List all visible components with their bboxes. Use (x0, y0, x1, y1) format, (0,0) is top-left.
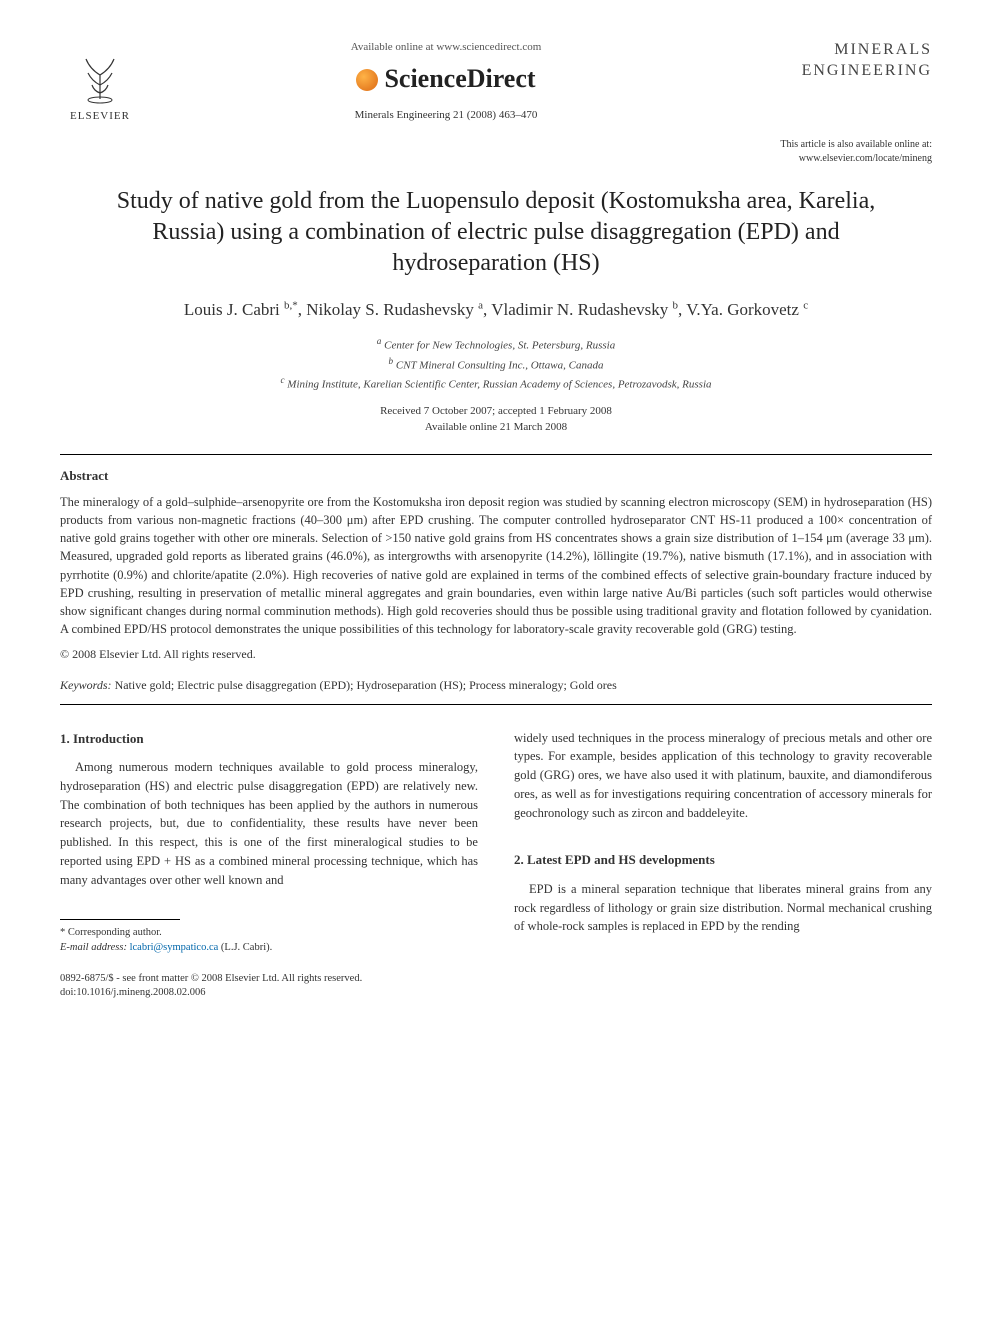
affiliations: a Center for New Technologies, St. Peter… (60, 335, 932, 392)
section-2-heading: 2. Latest EPD and HS developments (514, 850, 932, 870)
header-row: ELSEVIER Available online at www.science… (60, 40, 932, 130)
citation-line: Minerals Engineering 21 (2008) 463–470 (160, 108, 732, 123)
sd-orb-icon (356, 69, 378, 91)
sciencedirect-logo: ScienceDirect (160, 61, 732, 97)
affiliation-c: Mining Institute, Karelian Scientific Ce… (287, 378, 711, 390)
abstract-heading: Abstract (60, 467, 932, 485)
column-right: widely used techniques in the process mi… (514, 729, 932, 1002)
available-online-text: Available online at www.sciencedirect.co… (160, 40, 732, 55)
email-row: E-mail address: lcabri@sympatico.ca (L.J… (60, 941, 478, 956)
keywords-row: Keywords: Native gold; Electric pulse di… (60, 677, 932, 694)
affiliation-b: CNT Mineral Consulting Inc., Ottawa, Can… (396, 359, 604, 371)
corresponding-author: * Corresponding author. (60, 926, 478, 941)
page-footer: 0892-6875/$ - see front matter © 2008 El… (60, 972, 478, 1001)
email-label: E-mail address: (60, 942, 127, 953)
journal-title-line1: MINERALS (834, 41, 932, 58)
keywords-label: Keywords: (60, 678, 112, 692)
also-online-line1: This article is also available online at… (780, 139, 932, 150)
column-left: 1. Introduction Among numerous modern te… (60, 729, 478, 1002)
affiliation-a: Center for New Technologies, St. Petersb… (384, 340, 615, 352)
article-dates: Received 7 October 2007; accepted 1 Febr… (60, 403, 932, 436)
email-link[interactable]: lcabri@sympatico.ca (130, 942, 219, 953)
body-columns: 1. Introduction Among numerous modern te… (60, 729, 932, 1002)
journal-box: MINERALS ENGINEERING (752, 40, 932, 102)
also-online-line2: www.elsevier.com/locate/mineng (799, 153, 932, 164)
center-header: Available online at www.sciencedirect.co… (140, 40, 752, 123)
journal-title: MINERALS ENGINEERING (752, 40, 932, 82)
sd-brand-text: ScienceDirect (384, 61, 535, 97)
rule-top (60, 454, 932, 455)
article-title: Study of native gold from the Luopensulo… (100, 186, 892, 280)
footnote-block: * Corresponding author. E-mail address: … (60, 926, 478, 955)
keywords-text: Native gold; Electric pulse disaggregati… (115, 678, 617, 692)
intro-paragraph-1: Among numerous modern techniques availab… (60, 758, 478, 889)
publisher-logo: ELSEVIER (60, 40, 140, 130)
dates-received: Received 7 October 2007; accepted 1 Febr… (380, 405, 612, 417)
journal-title-line2: ENGINEERING (802, 62, 932, 79)
doi-line: doi:10.1016/j.mineng.2008.02.006 (60, 986, 478, 1001)
issn-line: 0892-6875/$ - see front matter © 2008 El… (60, 972, 478, 987)
abstract-copyright: © 2008 Elsevier Ltd. All rights reserved… (60, 646, 932, 663)
section-1-heading: 1. Introduction (60, 729, 478, 749)
abstract-body: The mineralogy of a gold–sulphide–arseno… (60, 493, 932, 638)
dates-online: Available online 21 March 2008 (425, 421, 567, 433)
section-2-paragraph-1: EPD is a mineral separation technique th… (514, 880, 932, 936)
publisher-name: ELSEVIER (70, 109, 130, 124)
also-online: This article is also available online at… (60, 138, 932, 166)
elsevier-tree-icon (70, 45, 130, 105)
intro-paragraph-2: widely used techniques in the process mi… (514, 729, 932, 823)
authors-line: Louis J. Cabri b,*, Nikolay S. Rudashevs… (60, 298, 932, 322)
rule-bottom (60, 704, 932, 705)
footnote-separator (60, 919, 180, 920)
email-owner: (L.J. Cabri). (221, 942, 272, 953)
